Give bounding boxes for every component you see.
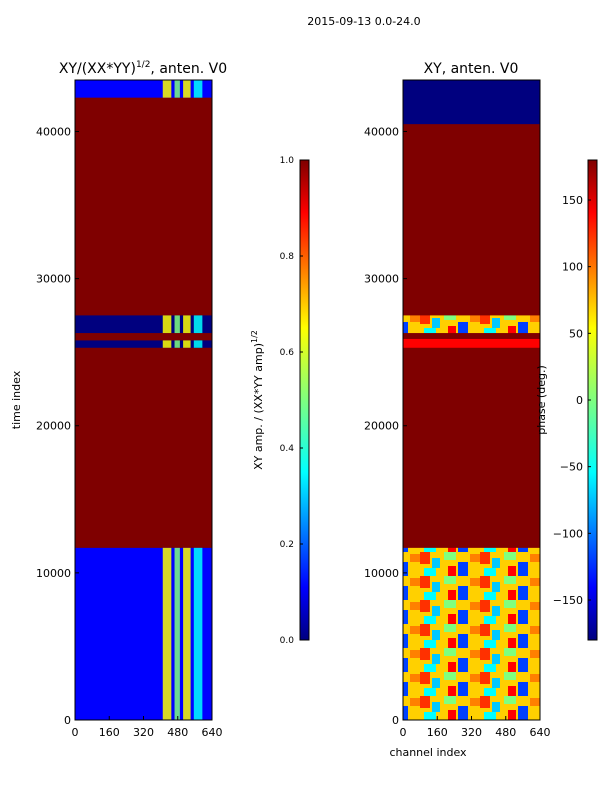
left-heatmap: [74, 79, 213, 721]
left-colorbar-label-main: XY amp. / (XX*YY amp): [252, 343, 265, 470]
y-tick-label: 10000: [36, 567, 71, 580]
left-colorbar-gradient: [299, 159, 310, 641]
heatmap-bright-column-3-0: [162, 80, 172, 98]
y-tick-label: 0: [392, 714, 399, 727]
x-tick-label: 320: [133, 726, 154, 739]
heatmap-bright-column-0-0: [162, 547, 172, 720]
right-colorbar: phase (deg.) −150 −100 −50 0 50 100 150: [535, 159, 598, 641]
right-x-axis: 0 160 320 480 640: [400, 716, 551, 739]
colorbar-tick-label: 0.4: [280, 444, 295, 454]
left-panel-title: XY/(XX*YY)1/2, anten. V0: [59, 60, 227, 77]
left-title-superscript: 1/2: [136, 60, 150, 70]
left-title-suffix: , anten. V0: [150, 61, 227, 77]
x-tick-label: 160: [99, 726, 120, 739]
heatmap-band-3: [403, 80, 540, 125]
heatmap-bright-column-1-0: [162, 340, 172, 348]
colorbar-tick-label: 0.0: [280, 636, 295, 646]
heatmap-bright-column-2-0: [162, 315, 172, 334]
heatmap-bright-column-0-1: [174, 547, 180, 720]
right-colorbar-label: phase (deg.): [535, 365, 548, 435]
heatmap-band-3: [75, 80, 212, 98]
heatmap-bright-column-0-2: [183, 547, 191, 720]
x-tick-label: 640: [202, 726, 223, 739]
y-tick-label: 30000: [36, 273, 71, 286]
heatmap-bright-column-1-2: [183, 340, 191, 348]
y-tick-label: 20000: [364, 420, 399, 433]
figure-suptitle: 2015-09-13 0.0-24.0: [307, 15, 420, 28]
y-tick-label: 40000: [364, 125, 399, 138]
heatmap-bright-column-3-2: [183, 80, 191, 98]
heatmap-band-1: [403, 338, 540, 348]
heatmap-band-1: [75, 340, 212, 348]
colorbar-tick-label: −100: [553, 527, 583, 540]
left-y-axis-label: time index: [10, 370, 23, 429]
colorbar-tick-label: 0.8: [280, 252, 295, 262]
y-tick-label: 0: [64, 714, 71, 727]
x-tick-label: 160: [427, 726, 448, 739]
y-tick-label: 40000: [36, 125, 71, 138]
left-colorbar-ticks: 0.0 0.2 0.4 0.6 0.8 1.0: [280, 156, 303, 646]
right-panel-title: XY, anten. V0: [424, 61, 519, 77]
heatmap-band-0: [75, 547, 212, 720]
heatmap-band-0: [403, 547, 540, 720]
x-tick-label: 0: [400, 726, 407, 739]
heatmap-bright-column-1-3: [193, 340, 203, 348]
heatmap-bright-column-2-2: [183, 315, 191, 334]
heatmap-bright-column-3-1: [174, 80, 180, 98]
x-tick-label: 480: [167, 726, 188, 739]
left-x-axis: 0 160 320 480 640: [72, 716, 223, 739]
heatmap-band-2: [403, 315, 540, 334]
colorbar-tick-label: 0.2: [280, 540, 294, 550]
heatmap-bright-column-2-1: [174, 315, 180, 334]
colorbar-tick-label: 1.0: [280, 156, 295, 166]
left-panel: XY/(XX*YY)1/2, anten. V0 time index 0 160…: [10, 60, 227, 739]
colorbar-tick-label: 50: [569, 327, 583, 340]
heatmap-bright-column-3-3: [193, 80, 203, 98]
left-y-axis: 0 10000 20000 30000 40000: [36, 125, 79, 727]
right-colorbar-ticks: −150 −100 −50 0 50 100 150: [553, 194, 591, 607]
x-tick-label: 480: [495, 726, 516, 739]
colorbar-tick-label: 0.6: [280, 348, 295, 358]
right-panel: XY, anten. V0 0 160 320 480 640 0 10000 20000 3…: [364, 61, 551, 759]
left-title-main: XY/(XX*YY): [59, 61, 136, 77]
right-heatmap: [402, 79, 541, 721]
right-x-axis-label: channel index: [389, 746, 467, 759]
colorbar-tick-label: 100: [562, 261, 583, 274]
x-tick-label: 640: [530, 726, 551, 739]
left-colorbar: 0.0 0.2 0.4 0.6 0.8 1.0 XY amp. / (XX*YY amp)…: [250, 156, 310, 646]
heatmap-bright-column-1-1: [174, 340, 180, 348]
heatmap-bright-column-2-3: [193, 315, 203, 334]
y-tick-label: 20000: [36, 420, 71, 433]
left-colorbar-label: XY amp. / (XX*YY amp)1/2: [250, 330, 265, 470]
colorbar-tick-label: −50: [560, 461, 583, 474]
y-tick-label: 10000: [364, 567, 399, 580]
left-colorbar-label-superscript: 1/2: [250, 330, 259, 343]
right-y-axis: 0 10000 20000 30000 40000: [364, 125, 407, 727]
y-tick-label: 30000: [364, 273, 399, 286]
x-tick-label: 320: [461, 726, 482, 739]
colorbar-tick-label: 150: [562, 194, 583, 207]
heatmap-bright-column-0-3: [193, 547, 203, 720]
x-tick-label: 0: [72, 726, 79, 739]
colorbar-tick-label: −150: [553, 594, 583, 607]
colorbar-tick-label: 0: [576, 394, 583, 407]
heatmap-band-2: [75, 315, 212, 334]
